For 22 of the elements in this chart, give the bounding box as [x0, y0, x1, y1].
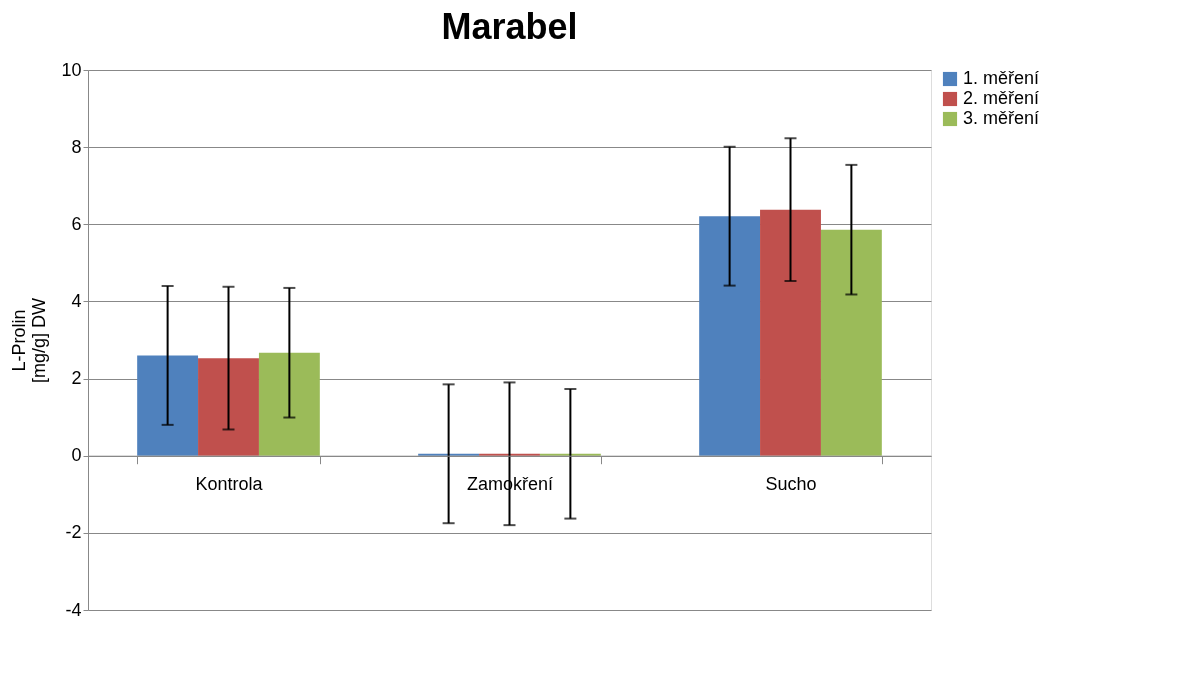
legend-label: 3. měření: [963, 108, 1040, 128]
x-tick-label: Sucho: [765, 474, 817, 495]
text: L-Prolin: [9, 309, 30, 372]
y-tick-label: 8: [71, 136, 82, 157]
text: [mg/g] DW: [29, 297, 50, 384]
y-tick-label: 2: [71, 368, 82, 389]
y-tick-label: -4: [65, 599, 82, 620]
y-tick-label: 10: [61, 59, 82, 80]
y-tick-label: 6: [71, 213, 82, 234]
bar: [258, 352, 320, 456]
chart-title: Marabel: [441, 6, 578, 47]
bar: [198, 358, 259, 456]
y-tick-label: -2: [65, 522, 82, 543]
bar: [820, 229, 882, 456]
bar: [137, 355, 199, 456]
bar: [699, 216, 761, 456]
legend-label: 1. měření: [963, 68, 1040, 88]
bar: [760, 209, 821, 456]
legend-label: 2. měření: [963, 88, 1040, 108]
y-tick-label: 0: [71, 445, 82, 466]
x-tick-label: Kontrola: [195, 474, 264, 495]
y-tick-label: 4: [71, 290, 82, 311]
